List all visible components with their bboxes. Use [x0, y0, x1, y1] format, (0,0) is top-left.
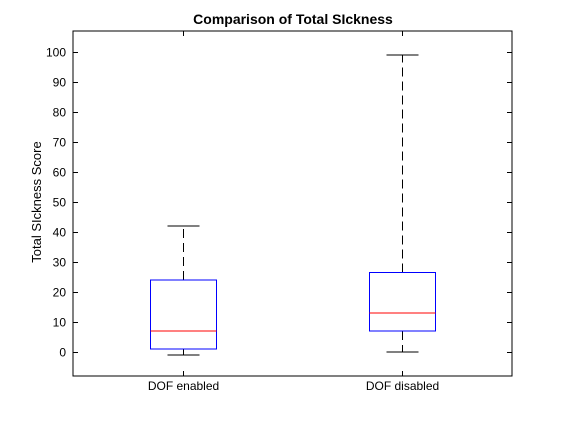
box-iqr — [150, 279, 217, 350]
y-tick-label: 10 — [53, 316, 67, 330]
chart-title: Comparison of Total SIckness — [193, 11, 393, 27]
y-tick-label: 50 — [53, 196, 67, 210]
y-tick-label: 30 — [53, 256, 67, 270]
plot-area: 0 10 20 30 40 50 60 70 80 90 100 DOF enabled DOF dis… — [46, 30, 513, 393]
y-tick-label: 100 — [46, 46, 66, 60]
y-tick-label: 90 — [53, 76, 67, 90]
x-tick-label: DOF disabled — [366, 379, 439, 393]
y-tick-label: 70 — [53, 136, 67, 150]
y-tick-label: 60 — [53, 166, 67, 180]
y-tick-label: 20 — [53, 286, 67, 300]
x-tick-label: DOF enabled — [148, 379, 219, 393]
y-tick-label: 80 — [53, 106, 67, 120]
box-iqr — [369, 272, 436, 332]
axes-frame — [72, 30, 513, 377]
y-tick-label: 0 — [59, 346, 66, 360]
y-axis-label: Total SIckness Score — [29, 141, 44, 262]
y-tick-label: 40 — [53, 226, 67, 240]
